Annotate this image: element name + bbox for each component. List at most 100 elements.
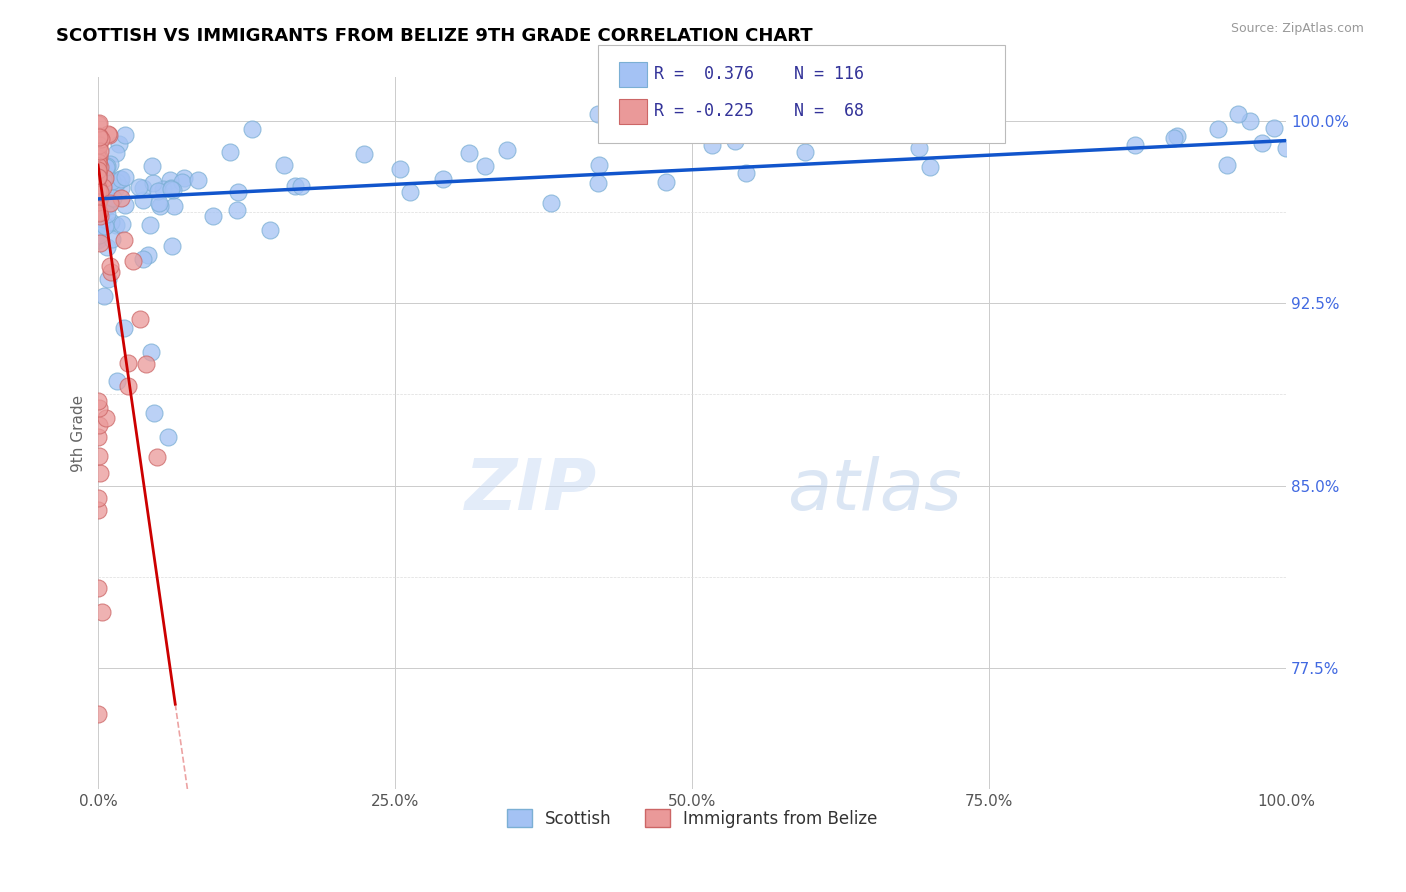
Point [141, 177, 163, 191]
Point [87, 130, 110, 145]
Point [114, 198, 136, 212]
Point [152, 182, 174, 196]
Point [187, 173, 209, 187]
Point [87, 430, 110, 444]
Point [128, 311, 150, 326]
Point [94, 219, 117, 233]
Point [98, 128, 121, 143]
Y-axis label: 9th Grade: 9th Grade [72, 395, 86, 472]
Point [136, 248, 159, 262]
Point [117, 378, 139, 392]
Point [495, 143, 517, 157]
Point [1275, 141, 1298, 155]
Point [1166, 128, 1188, 143]
Point [87, 165, 110, 179]
Point [87, 151, 110, 165]
Legend: Scottish, Immigrants from Belize: Scottish, Immigrants from Belize [501, 803, 884, 834]
Point [87, 232, 110, 246]
Point [87, 162, 110, 177]
Point [87, 136, 110, 150]
Point [148, 195, 170, 210]
Point [146, 450, 169, 464]
Point [87, 159, 110, 173]
Point [100, 264, 122, 278]
Point [588, 157, 610, 171]
Point [98, 157, 121, 171]
Point [90, 215, 112, 229]
Text: SCOTTISH VS IMMIGRANTS FROM BELIZE 9TH GRADE CORRELATION CHART: SCOTTISH VS IMMIGRANTS FROM BELIZE 9TH G… [56, 27, 813, 45]
Point [97, 272, 120, 286]
Point [735, 165, 758, 179]
Point [89, 189, 111, 203]
Point [110, 191, 132, 205]
Point [94, 168, 117, 182]
Point [97, 193, 120, 207]
Point [170, 175, 193, 189]
Point [87, 401, 110, 415]
Point [1215, 158, 1237, 172]
Point [114, 169, 136, 184]
Point [87, 169, 110, 183]
Point [1206, 122, 1229, 136]
Point [87, 180, 110, 194]
Point [131, 252, 153, 266]
Point [90, 186, 112, 201]
Point [1263, 120, 1285, 135]
Point [398, 185, 420, 199]
Point [353, 146, 375, 161]
Point [111, 217, 134, 231]
Text: R = -0.225    N =  68: R = -0.225 N = 68 [654, 103, 863, 120]
Point [132, 181, 155, 195]
Point [101, 191, 124, 205]
Point [655, 175, 678, 189]
Point [855, 120, 877, 135]
Point [93, 179, 115, 194]
Point [225, 203, 247, 218]
Point [96, 207, 118, 221]
Point [93, 170, 115, 185]
Point [89, 467, 111, 481]
Point [149, 199, 172, 213]
Point [970, 113, 993, 128]
Point [87, 116, 110, 130]
Point [96, 239, 118, 253]
Point [89, 206, 111, 220]
Point [105, 219, 128, 233]
Point [97, 199, 120, 213]
Point [290, 178, 312, 193]
Point [87, 227, 110, 242]
Point [920, 161, 942, 175]
Point [89, 190, 111, 204]
Point [93, 289, 115, 303]
Point [110, 172, 132, 186]
Point [157, 430, 180, 444]
Point [110, 172, 132, 186]
Point [139, 218, 162, 232]
Point [131, 193, 153, 207]
Point [240, 121, 263, 136]
Point [1227, 107, 1250, 121]
Point [143, 406, 166, 420]
Point [105, 374, 128, 388]
Point [87, 175, 110, 189]
Point [87, 195, 110, 210]
Point [226, 186, 249, 200]
Point [724, 134, 747, 148]
Point [160, 181, 183, 195]
Point [89, 160, 111, 174]
Point [87, 143, 110, 157]
Point [273, 158, 295, 172]
Point [474, 159, 496, 173]
Point [160, 182, 183, 196]
Point [114, 128, 136, 142]
Point [87, 155, 110, 169]
Point [112, 233, 135, 247]
Point [87, 188, 110, 202]
Point [87, 491, 110, 505]
Point [107, 136, 129, 151]
Point [586, 107, 609, 121]
Text: Source: ZipAtlas.com: Source: ZipAtlas.com [1230, 22, 1364, 36]
Point [87, 233, 110, 247]
Point [87, 139, 110, 153]
Point [89, 185, 111, 199]
